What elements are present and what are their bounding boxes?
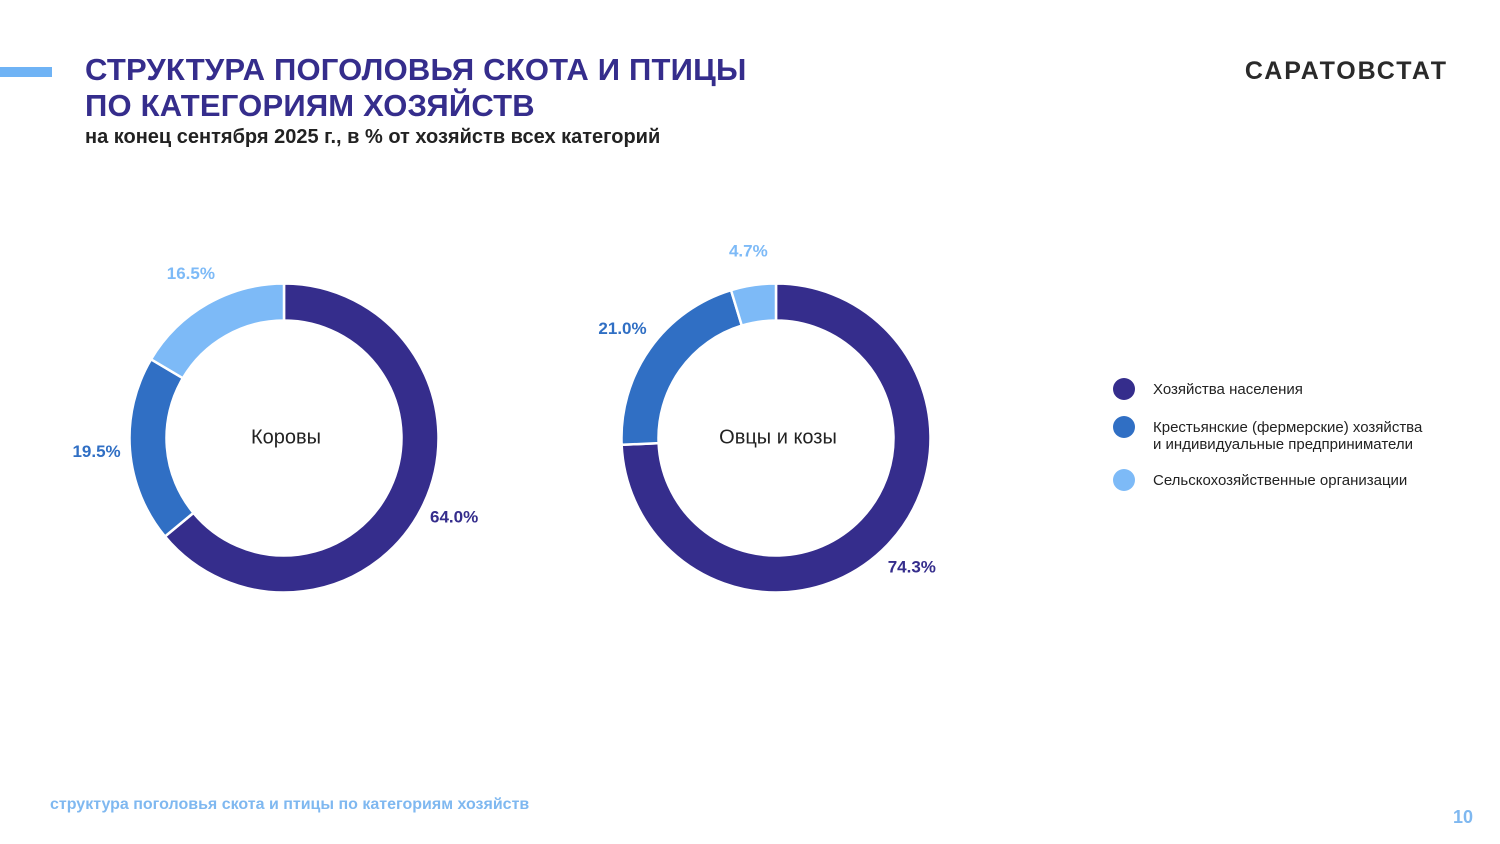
accent-bar bbox=[0, 67, 52, 77]
donut-slice bbox=[620, 282, 932, 594]
logo-text: САРАТОВСТАТ bbox=[1244, 57, 1448, 85]
legend-marker-icon bbox=[1113, 416, 1135, 438]
legend-label: Хозяйства населения bbox=[1153, 381, 1303, 398]
chart-legend: Хозяйства населения Крестьянские (фермерс… bbox=[1113, 378, 1473, 507]
legend-item: Хозяйства населения bbox=[1113, 378, 1473, 400]
legend-item: Сельскохозяйственные организации bbox=[1113, 469, 1473, 491]
title-line-1: СТРУКТУРА ПОГОЛОВЬЯ СКОТА И ПТИЦЫ bbox=[85, 52, 747, 87]
legend-marker-icon bbox=[1113, 378, 1135, 400]
slice-value-label: 64.0% bbox=[430, 508, 478, 527]
slice-value-label: 16.5% bbox=[167, 264, 215, 283]
legend-label: Сельскохозяйственные организации bbox=[1153, 472, 1408, 489]
donut-slice bbox=[729, 282, 778, 328]
legend-label: Крестьянские (фермерские) хозяйства и ин… bbox=[1153, 419, 1423, 453]
slice-value-label: 19.5% bbox=[72, 442, 120, 461]
slice-value-label: 74.3% bbox=[888, 557, 936, 576]
donut-slice bbox=[149, 282, 286, 380]
footer-caption: структура поголовья скота и птицы по кат… bbox=[50, 796, 530, 813]
chart-center-label: Коровы bbox=[251, 426, 321, 448]
page-subtitle: на конец сентября 2025 г., в % от хозяйс… bbox=[85, 126, 661, 148]
page-title: СТРУКТУРА ПОГОЛОВЬЯ СКОТА И ПТИЦЫ ПО КАТ… bbox=[85, 52, 747, 124]
legend-marker-icon bbox=[1113, 469, 1135, 491]
title-line-2: ПО КАТЕГОРИЯМ ХОЗЯЙСТВ bbox=[85, 88, 535, 123]
donut-slice bbox=[620, 288, 744, 447]
donut-slice bbox=[163, 282, 440, 594]
chart-center-label: Овцы и козы bbox=[719, 426, 837, 448]
slice-value-label: 21.0% bbox=[598, 319, 646, 338]
page-number: 10 bbox=[1452, 807, 1473, 827]
legend-item: Крестьянские (фермерские) хозяйства и ин… bbox=[1113, 416, 1473, 453]
slice-value-label: 4.7% bbox=[729, 242, 768, 261]
donut-slice bbox=[128, 357, 196, 539]
